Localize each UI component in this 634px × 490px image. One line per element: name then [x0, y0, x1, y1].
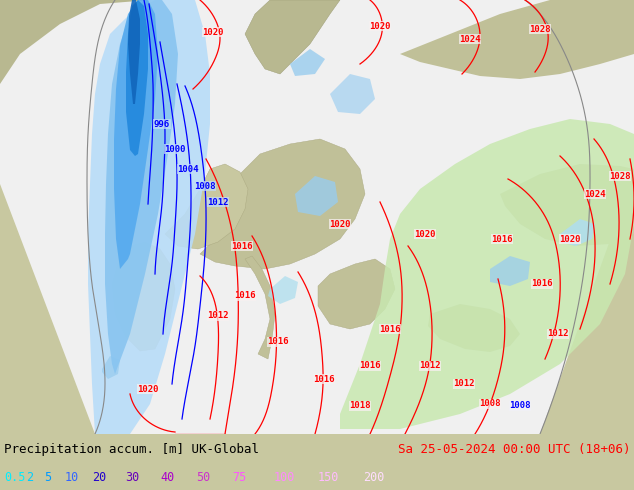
Text: 1020: 1020	[329, 220, 351, 228]
Text: 1016: 1016	[531, 279, 553, 289]
Text: 996: 996	[154, 120, 170, 128]
Text: 1000: 1000	[164, 145, 186, 153]
Text: 1020: 1020	[559, 235, 581, 244]
Text: 1004: 1004	[178, 165, 198, 173]
Text: Precipitation accum. [m] UK-Global: Precipitation accum. [m] UK-Global	[4, 443, 259, 456]
Polygon shape	[114, 0, 158, 269]
Text: 1016: 1016	[234, 292, 256, 300]
Text: 1012: 1012	[207, 197, 229, 206]
Polygon shape	[88, 0, 210, 434]
Text: 1008: 1008	[509, 401, 531, 411]
Text: 1020: 1020	[414, 229, 436, 239]
Polygon shape	[245, 0, 340, 74]
Text: 0.5: 0.5	[4, 471, 25, 484]
Polygon shape	[268, 276, 298, 304]
Text: 100: 100	[274, 471, 295, 484]
Polygon shape	[500, 164, 634, 246]
Polygon shape	[102, 356, 120, 379]
Text: 75: 75	[232, 471, 246, 484]
Text: 50: 50	[196, 471, 210, 484]
Polygon shape	[245, 256, 275, 359]
Text: Sa 25-05-2024 00:00 UTC (18+06): Sa 25-05-2024 00:00 UTC (18+06)	[398, 443, 630, 456]
Polygon shape	[318, 259, 395, 329]
Text: 1024: 1024	[585, 190, 605, 198]
Text: 1016: 1016	[379, 324, 401, 334]
Text: 1012: 1012	[207, 312, 229, 320]
Polygon shape	[0, 0, 150, 84]
Polygon shape	[0, 0, 634, 434]
Text: 200: 200	[363, 471, 384, 484]
Text: 1016: 1016	[359, 362, 381, 370]
Polygon shape	[330, 74, 375, 114]
Text: 1012: 1012	[419, 362, 441, 370]
Text: 1008: 1008	[194, 181, 216, 191]
Text: 1008: 1008	[479, 399, 501, 409]
Text: 1018: 1018	[349, 401, 371, 411]
Polygon shape	[295, 176, 338, 216]
Polygon shape	[490, 256, 530, 286]
Text: 2: 2	[26, 471, 33, 484]
Polygon shape	[428, 304, 520, 352]
Text: 1028: 1028	[529, 24, 551, 33]
Polygon shape	[290, 49, 325, 76]
Text: 1016: 1016	[268, 338, 288, 346]
Text: 1020: 1020	[202, 27, 224, 36]
Polygon shape	[340, 119, 634, 429]
Polygon shape	[400, 0, 634, 79]
Polygon shape	[112, 242, 175, 351]
Polygon shape	[126, 0, 148, 156]
Text: 1016: 1016	[491, 235, 513, 244]
Text: 1016: 1016	[313, 374, 335, 384]
Text: 5: 5	[44, 471, 51, 484]
Polygon shape	[128, 0, 140, 104]
Polygon shape	[200, 139, 365, 269]
Text: 1028: 1028	[609, 172, 631, 180]
Polygon shape	[165, 164, 248, 249]
Polygon shape	[105, 0, 178, 374]
Text: 10: 10	[65, 471, 79, 484]
Text: 150: 150	[318, 471, 339, 484]
Text: 1020: 1020	[137, 385, 158, 393]
Text: 1012: 1012	[547, 329, 569, 339]
Text: 1024: 1024	[459, 34, 481, 44]
Text: 1016: 1016	[231, 242, 253, 250]
Text: 20: 20	[92, 471, 107, 484]
Text: 40: 40	[160, 471, 174, 484]
Text: 1020: 1020	[369, 22, 391, 30]
Polygon shape	[560, 219, 595, 246]
Polygon shape	[145, 74, 170, 141]
Text: 1012: 1012	[453, 379, 475, 389]
Text: 30: 30	[125, 471, 139, 484]
